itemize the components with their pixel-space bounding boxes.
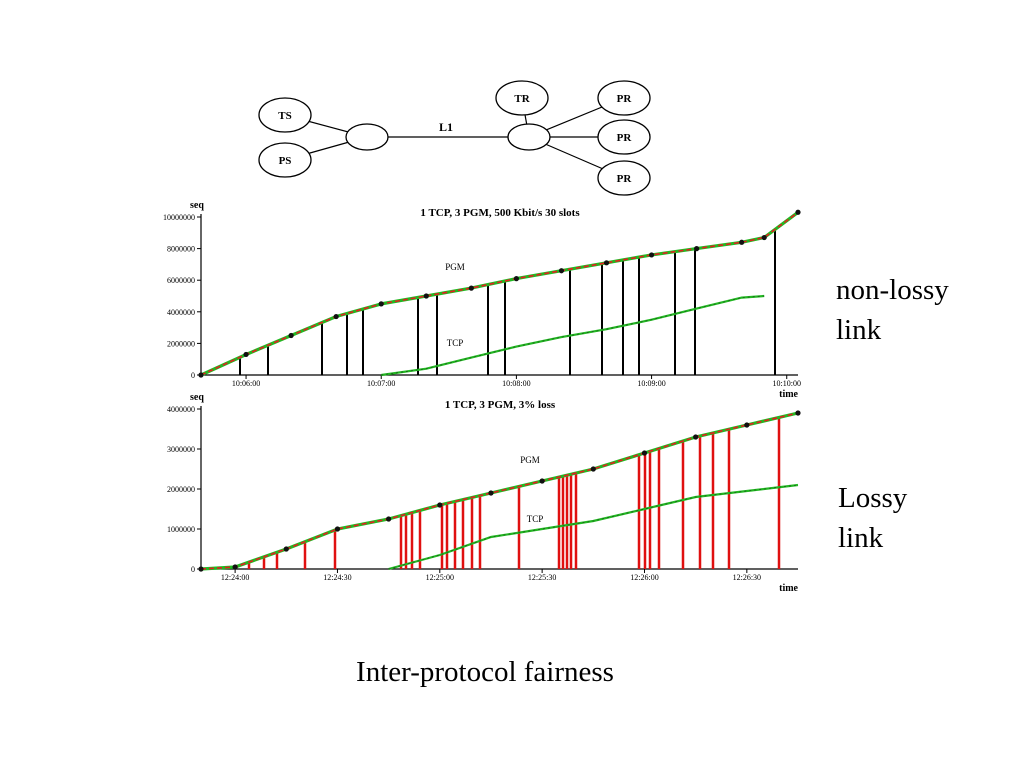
series-pgm-point	[739, 239, 745, 245]
annotation-tcp: TCP	[447, 338, 464, 348]
y-tick-label: 2000000	[167, 339, 195, 348]
series-pgm-point	[603, 260, 610, 266]
x-axis-label: time	[779, 583, 798, 594]
y-tick-label: 6000000	[167, 276, 195, 285]
network-topology-diagram: L1 TS PS TR PR PR PR	[258, 80, 651, 196]
series-pgm-point	[744, 422, 750, 428]
annotation-pgm: PGM	[445, 262, 465, 272]
chart-title: 1 TCP, 3 PGM, 3% loss	[445, 399, 556, 411]
node-label-pr1: PR	[617, 93, 633, 105]
y-tick-label: 2000000	[167, 485, 195, 494]
node-label-pr3: PR	[617, 173, 633, 185]
series-pgm-point	[558, 268, 565, 274]
x-tick-label: 12:24:00	[221, 573, 249, 582]
node-pr1	[597, 80, 651, 116]
series-pgm-point	[795, 209, 801, 215]
chart-non-lossy: 1 TCP, 3 PGM, 500 Kbit/s 30 slots seq time…	[163, 200, 801, 400]
series-pgm-point	[513, 276, 519, 282]
node-pr3	[597, 160, 651, 196]
series-pgm-point	[334, 526, 341, 532]
y-tick-label: 4000000	[167, 308, 195, 317]
series-pgm-point	[488, 490, 494, 496]
y-tick-label: 8000000	[167, 245, 195, 254]
node-ts	[258, 97, 312, 133]
series-pgm-point	[648, 252, 655, 258]
x-tick-label: 10:07:00	[367, 379, 395, 388]
node-ps	[258, 142, 312, 178]
series-pgm-point	[539, 478, 545, 484]
y-axis-label: seq	[190, 392, 204, 403]
x-axis-label: time	[779, 389, 798, 400]
series-tcp-dots	[381, 295, 765, 376]
x-tick-label: 12:25:30	[528, 573, 556, 582]
series-pgm-point	[198, 566, 204, 572]
series-pgm-point	[232, 564, 238, 570]
series-pgm-point	[694, 246, 700, 252]
y-tick-label: 0	[191, 371, 195, 380]
x-tick-label: 10:08:00	[502, 379, 530, 388]
y-tick-label: 10000000	[163, 213, 195, 222]
series-tcp-line	[388, 483, 799, 571]
router-right	[507, 123, 551, 151]
series-pgm-point	[386, 516, 392, 522]
series-pgm-point	[693, 434, 699, 440]
annotation-pgm: PGM	[520, 455, 540, 465]
y-tick-label: 4000000	[167, 405, 195, 414]
node-pr2	[597, 119, 651, 155]
chart-title: 1 TCP, 3 PGM, 500 Kbit/s 30 slots	[420, 207, 580, 219]
node-label-ps: PS	[279, 155, 292, 167]
series-pgm-point	[243, 351, 249, 358]
series-pgm-green	[200, 411, 799, 571]
label-non-lossy-line2: link	[836, 314, 882, 346]
series-pgm-point	[198, 372, 204, 378]
x-tick-label: 12:26:00	[630, 573, 658, 582]
series-pgm-point	[468, 285, 474, 291]
link-label-l1: L1	[439, 120, 453, 134]
label-lossy-line2: link	[838, 522, 884, 554]
series-pgm-point	[641, 450, 648, 456]
series-pgm-point	[590, 466, 596, 472]
y-tick-label: 3000000	[167, 445, 195, 454]
y-tick-label: 0	[191, 565, 195, 574]
label-non-lossy-link: non-lossy link	[836, 270, 949, 350]
series-pgm-point	[761, 234, 767, 241]
node-label-tr: TR	[514, 93, 530, 105]
slide-caption: Inter-protocol fairness	[356, 656, 614, 688]
chart-lossy: 1 TCP, 3 PGM, 3% loss seq time 0 1000000 2000…	[167, 392, 801, 594]
series-pgm-point	[423, 293, 429, 299]
series-pgm-point	[288, 332, 294, 339]
router-left	[345, 123, 389, 151]
y-axis-label: seq	[190, 200, 204, 211]
x-tick-label: 10:09:00	[637, 379, 665, 388]
series-pgm-point	[283, 546, 289, 552]
x-tick-label: 12:24:30	[323, 573, 351, 582]
series-tcp-dots	[388, 484, 799, 570]
node-label-pr2: PR	[617, 132, 633, 144]
x-tick-label: 12:25:00	[426, 573, 454, 582]
label-non-lossy-line1: non-lossy	[836, 274, 949, 306]
node-label-ts: TS	[278, 110, 291, 122]
series-pgm-point	[795, 410, 801, 416]
x-tick-label: 10:10:00	[773, 379, 801, 388]
series-pgm-point	[333, 313, 339, 320]
label-lossy-link: Lossy link	[838, 478, 907, 558]
y-tick-label: 1000000	[167, 525, 195, 534]
node-tr	[495, 80, 549, 116]
x-tick-label: 10:06:00	[232, 379, 260, 388]
series-pgm-point	[437, 502, 443, 508]
x-tick-label: 12:26:30	[733, 573, 761, 582]
annotation-tcp: TCP	[527, 514, 544, 524]
series-pgm-point	[378, 301, 384, 307]
label-lossy-line1: Lossy	[838, 482, 908, 514]
